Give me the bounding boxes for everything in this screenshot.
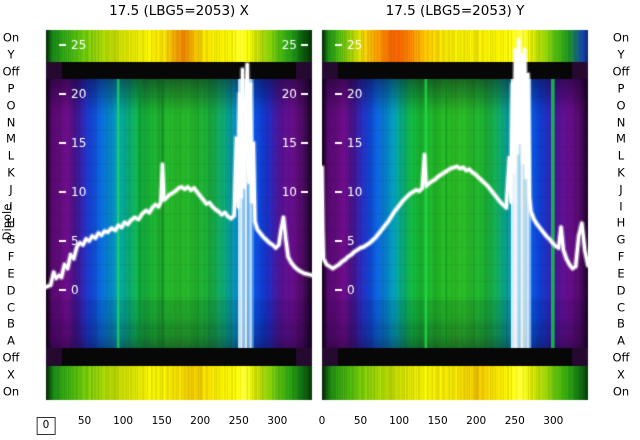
row-label: Off [2,64,20,79]
row-label: M [6,131,16,146]
row-label: A [617,333,625,348]
row-label: B [7,316,15,331]
row-label: O [6,97,16,112]
row-label: G [6,232,16,247]
row-label: I [9,198,13,213]
panel-title-x: 17.5 (LBG5=2053) X [109,3,249,19]
row-label: A [7,333,15,348]
row-label: Off [612,350,630,365]
x-tick-label: 50 [77,415,92,427]
row-label: P [617,81,625,96]
row-label: E [617,266,625,281]
x-cursor-readout-box: 0 [36,417,56,435]
row-label: O [616,97,626,112]
x-tick-label: 50 [353,415,368,427]
row-label: On [2,383,20,398]
row-label: D [6,282,16,297]
row-label: L [617,148,625,163]
row-label: E [7,266,15,281]
x-tick-label: 0 [318,415,326,427]
x-tick-label: 100 [389,415,410,427]
row-label: P [7,81,15,96]
row-label: H [616,215,626,230]
row-label: N [616,114,626,129]
row-label: K [617,165,625,180]
row-label: K [7,165,15,180]
row-labels-right: On Y Off P O N M L K J I H G F E D C B A Off X On [606,0,636,440]
row-label: B [617,316,625,331]
row-label: On [2,30,20,45]
x-tick-label: 150 [151,415,172,427]
row-label: Y [7,47,15,62]
row-label: L [7,148,15,163]
row-label: C [6,299,16,314]
row-label: F [7,249,15,264]
x-tick-label: 250 [228,415,249,427]
x-tick-label: 100 [113,415,134,427]
x-tick-label: 250 [504,415,525,427]
x-tick-label: 300 [543,415,564,427]
row-label: M [616,131,626,146]
row-label: I [619,198,623,213]
row-label: G [616,232,626,247]
row-label: X [7,367,15,382]
row-label: On [612,383,630,398]
row-labels-left: On Y Off P O N M L K J I H G F E D C B A Off X On [0,0,22,440]
x-tick-label: 300 [267,415,288,427]
row-label: X [617,367,625,382]
row-label: J [9,182,13,197]
panel-title-y: 17.5 (LBG5=2053) Y [385,3,525,19]
x-tick-label: 200 [466,415,487,427]
row-label: N [6,114,16,129]
row-label: J [619,182,623,197]
row-label: On [612,30,630,45]
row-label: H [6,215,16,230]
row-label: C [616,299,626,314]
row-label: F [617,249,625,264]
x-tick-label: 200 [190,415,211,427]
row-label: Off [2,350,20,365]
row-label: D [616,282,626,297]
x-tick-label: 150 [427,415,448,427]
row-label: Off [612,64,630,79]
row-label: Y [617,47,625,62]
